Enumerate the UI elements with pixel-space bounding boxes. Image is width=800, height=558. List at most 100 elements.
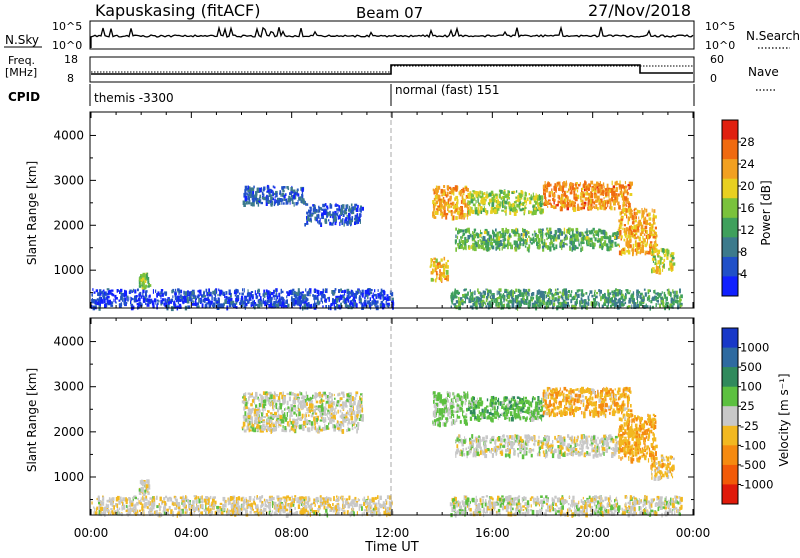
echo-cell bbox=[386, 509, 388, 513]
colorbar-swatch bbox=[722, 179, 738, 199]
echo-cell bbox=[584, 189, 585, 192]
echo-cell bbox=[458, 207, 461, 210]
echo-cell bbox=[441, 216, 442, 219]
echo-cell bbox=[275, 304, 277, 307]
colorbar-swatch bbox=[722, 218, 738, 238]
echo-cell bbox=[659, 265, 660, 268]
echo-cell bbox=[559, 291, 561, 293]
echo-cell bbox=[598, 200, 601, 202]
echo-cell bbox=[640, 251, 641, 255]
echo-cell bbox=[255, 198, 257, 201]
echo-cell bbox=[616, 235, 617, 240]
echo-cell bbox=[365, 290, 368, 294]
echo-cell bbox=[163, 303, 165, 306]
echo-cell bbox=[469, 205, 470, 207]
echo-cell bbox=[200, 294, 202, 296]
echo-cell bbox=[317, 508, 320, 511]
echo-cell bbox=[456, 203, 458, 208]
echo-cell bbox=[233, 500, 235, 505]
echo-cell bbox=[115, 297, 118, 300]
echo-cell bbox=[551, 240, 553, 244]
echo-cell bbox=[341, 295, 342, 297]
echo-cell bbox=[628, 209, 629, 214]
echo-cell bbox=[296, 292, 298, 295]
echo-cell bbox=[554, 186, 557, 191]
echo-cell bbox=[560, 207, 561, 210]
echo-cell bbox=[257, 198, 259, 201]
echo-cell bbox=[117, 504, 119, 508]
echo-cell bbox=[661, 248, 662, 252]
echo-cell bbox=[226, 503, 227, 508]
echo-cell bbox=[614, 236, 616, 239]
echo-cell bbox=[457, 236, 458, 240]
echo-cell bbox=[251, 202, 253, 206]
echo-cell bbox=[575, 294, 577, 297]
echo-cell bbox=[594, 292, 595, 297]
echo-cell bbox=[597, 240, 600, 242]
echo-cell bbox=[493, 194, 494, 197]
echo-cell bbox=[568, 294, 569, 299]
echo-cell bbox=[582, 200, 584, 204]
echo-cell bbox=[315, 205, 316, 208]
echo-cell bbox=[304, 223, 306, 227]
echo-cell bbox=[486, 211, 487, 215]
echo-cell bbox=[244, 288, 245, 292]
echo-cell bbox=[435, 211, 438, 215]
echo-cell bbox=[628, 230, 631, 234]
echo-cell bbox=[271, 292, 274, 295]
echo-cell bbox=[280, 498, 282, 502]
echo-cell bbox=[610, 206, 612, 210]
echo-cell bbox=[602, 190, 604, 194]
echo-cell bbox=[455, 247, 457, 251]
echo-cell bbox=[224, 300, 227, 304]
echo-cell bbox=[332, 298, 334, 303]
nsky-label: N.Sky bbox=[5, 33, 39, 47]
echo-cell bbox=[673, 291, 674, 294]
echo-cell bbox=[597, 238, 599, 240]
echo-cell bbox=[444, 265, 445, 267]
echo-cell bbox=[149, 497, 152, 500]
echo-cell bbox=[629, 182, 631, 185]
echo-cell bbox=[613, 192, 615, 197]
echo-cell bbox=[494, 209, 497, 214]
echo-cell bbox=[246, 499, 247, 503]
echo-cell bbox=[378, 296, 380, 298]
echo-cell bbox=[353, 212, 354, 214]
echo-cell bbox=[101, 512, 102, 516]
echo-cell bbox=[550, 231, 552, 234]
echo-cell bbox=[107, 288, 110, 290]
echo-cell bbox=[636, 296, 638, 300]
echo-cell bbox=[260, 296, 262, 300]
echo-cell bbox=[544, 242, 545, 247]
echo-cell bbox=[359, 213, 360, 217]
echo-cell bbox=[125, 290, 127, 294]
echo-cell bbox=[463, 199, 465, 203]
echo-cell bbox=[594, 190, 597, 192]
echo-cell bbox=[629, 203, 631, 208]
echo-cell bbox=[478, 298, 480, 301]
echo-cell bbox=[630, 290, 631, 292]
echo-cell bbox=[558, 235, 559, 238]
echo-cell bbox=[343, 296, 345, 298]
echo-cell bbox=[573, 187, 576, 189]
echo-cell bbox=[378, 289, 379, 292]
echo-cell bbox=[263, 508, 265, 512]
echo-cell bbox=[318, 206, 319, 209]
echo-cell bbox=[655, 243, 657, 247]
echo-cell bbox=[575, 197, 578, 201]
echo-cell bbox=[127, 296, 129, 298]
echo-cell bbox=[187, 297, 189, 302]
echo-cell bbox=[556, 185, 559, 187]
echo-cell bbox=[635, 216, 636, 219]
echo-cell bbox=[498, 291, 500, 295]
echo-cell bbox=[269, 496, 271, 499]
echo-cell bbox=[540, 231, 542, 233]
echo-cell bbox=[431, 278, 434, 282]
echo-cell bbox=[130, 297, 131, 301]
echo-cell bbox=[633, 244, 635, 249]
echo-cell bbox=[522, 296, 524, 298]
echo-cell bbox=[112, 503, 113, 507]
echo-cell bbox=[371, 505, 372, 509]
echo-cell bbox=[302, 188, 304, 192]
echo-cell bbox=[674, 291, 675, 295]
